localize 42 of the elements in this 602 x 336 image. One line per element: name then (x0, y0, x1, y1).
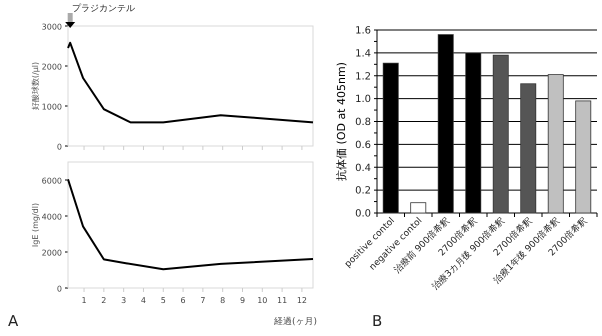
bar (520, 83, 536, 214)
bar (575, 100, 592, 214)
y-tick-label: 2000 (42, 62, 62, 72)
y-tick-label: 0 (56, 142, 62, 152)
x-tick-label: 3 (121, 296, 126, 305)
y-tick-label: 3000 (42, 22, 62, 32)
x-tick-label: 1 (81, 296, 87, 305)
x-tick-label: 4 (140, 296, 146, 305)
y-tick-label: 1.6 (355, 26, 371, 36)
y-tick-label: 0.2 (355, 186, 371, 197)
y-axis-title: IgE (mg/dl) (31, 202, 40, 248)
bar (410, 202, 426, 214)
y-tick-label: 0 (56, 284, 62, 294)
y-axis-title: 好酸球数(/μl) (31, 62, 40, 110)
x-tick-label: 6 (180, 296, 186, 305)
y-tick-label: 1000 (42, 102, 62, 112)
y-tick-label: 1.4 (355, 48, 371, 60)
x-tick-label: 10 (257, 296, 268, 305)
y-tick-label: 4000 (42, 212, 62, 222)
y-tick-label: 0.0 (355, 208, 371, 220)
text: A (8, 312, 19, 330)
x-tick-label: 11 (277, 296, 288, 305)
line-series (67, 42, 314, 124)
y-tick-label: 0.6 (355, 140, 371, 151)
x-tick-label: 5 (160, 296, 166, 305)
x-tick-label: 9 (240, 296, 246, 305)
x-tick-label: 12 (296, 296, 307, 305)
bar (548, 74, 564, 214)
y-tick-label: 1.2 (355, 71, 371, 82)
annotation: プラジカンテル (72, 3, 136, 14)
x-tick-label: 7 (200, 296, 206, 305)
bar (492, 54, 509, 214)
y-axis-title: 抗体価 (OD at 405nm) (335, 62, 348, 181)
y-tick-label: 0.8 (355, 117, 371, 128)
y-tick-label: 6000 (42, 176, 62, 186)
x-tick-label: 2 (101, 296, 106, 305)
y-tick-label: 0.4 (355, 162, 371, 174)
x-axis-title: 経過(ヶ月) (272, 316, 317, 327)
x-tick-label: 8 (220, 296, 226, 305)
y-tick-label: 1.0 (355, 94, 371, 106)
y-tick-label: 2000 (42, 248, 62, 258)
text: B (372, 312, 382, 330)
